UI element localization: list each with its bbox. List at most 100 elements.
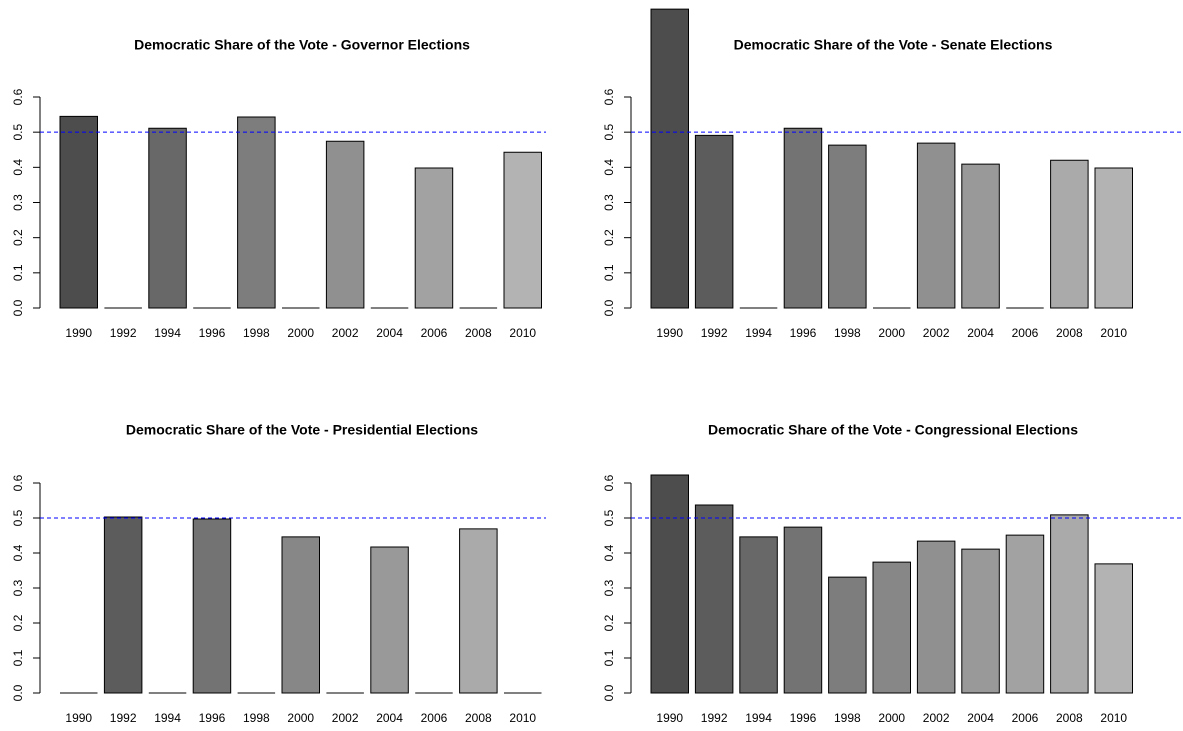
- x-tick-label: 2010: [509, 326, 536, 340]
- y-tick-label: 0.2: [11, 614, 25, 631]
- x-tick-label: 2010: [1100, 326, 1127, 340]
- bar: [1094, 563, 1133, 694]
- x-tick-label: 2002: [923, 711, 950, 725]
- chart-title: Democratic Share of the Vote - Governor …: [134, 37, 470, 53]
- bar: [459, 528, 498, 694]
- y-tick-label: 0.6: [602, 474, 616, 491]
- x-tick-label: 2006: [421, 711, 448, 725]
- x-tick-label: 2000: [878, 711, 905, 725]
- y-tick-label: 0.6: [11, 474, 25, 491]
- y-tick-label: 0.0: [11, 299, 25, 316]
- x-tick-label: 2002: [332, 326, 359, 340]
- x-tick-label: 1996: [199, 711, 226, 725]
- bar: [59, 115, 98, 309]
- x-tick-label: 2004: [376, 326, 403, 340]
- bar: [916, 142, 956, 309]
- bar: [1005, 534, 1045, 694]
- bar: [961, 163, 1000, 309]
- x-tick-label: 2008: [465, 711, 492, 725]
- y-tick-label: 0.3: [11, 194, 25, 211]
- x-tick-label: 2000: [287, 711, 314, 725]
- x-tick-label: 1998: [834, 326, 861, 340]
- x-tick-label: 1994: [745, 711, 772, 725]
- chart-title: Democratic Share of the Vote - Senate El…: [734, 37, 1053, 53]
- x-tick-label: 1998: [243, 326, 270, 340]
- x-tick-label: 1992: [701, 326, 728, 340]
- x-tick-label: 1992: [110, 326, 137, 340]
- x-tick-label: 2000: [878, 326, 905, 340]
- bar: [237, 116, 276, 309]
- chart-title: Democratic Share of the Vote - President…: [126, 422, 478, 438]
- chart-title: Democratic Share of the Vote - Congressi…: [708, 422, 1078, 438]
- x-tick-label: 2006: [1012, 711, 1039, 725]
- y-tick-label: 0.4: [11, 159, 25, 176]
- x-tick-label: 1996: [790, 711, 817, 725]
- y-tick-label: 0.1: [11, 264, 25, 281]
- y-tick-label: 0.1: [602, 649, 616, 666]
- x-tick-label: 1996: [790, 326, 817, 340]
- y-tick-label: 0.0: [602, 684, 616, 701]
- x-tick-label: 2002: [923, 326, 950, 340]
- bar: [828, 144, 867, 309]
- y-tick-label: 0.0: [602, 299, 616, 316]
- bar: [281, 536, 320, 694]
- bar: [414, 167, 454, 309]
- x-tick-label: 1996: [199, 326, 226, 340]
- y-tick-label: 0.2: [11, 229, 25, 246]
- y-tick-label: 0.6: [602, 88, 616, 105]
- x-tick-label: 2010: [1100, 711, 1127, 725]
- bar: [148, 127, 187, 309]
- x-tick-label: 1992: [110, 711, 137, 725]
- bar: [828, 576, 867, 694]
- x-tick-label: 1994: [154, 326, 181, 340]
- bar: [370, 546, 409, 694]
- y-tick-label: 0.2: [602, 229, 616, 246]
- y-tick-label: 0.0: [11, 684, 25, 701]
- x-tick-label: 2008: [1056, 711, 1083, 725]
- y-tick-label: 0.5: [11, 124, 25, 141]
- y-tick-label: 0.4: [602, 159, 616, 176]
- x-tick-label: 1994: [745, 326, 772, 340]
- bar: [503, 151, 542, 309]
- bar: [694, 134, 734, 309]
- y-tick-label: 0.4: [11, 544, 25, 561]
- bar: [650, 8, 689, 309]
- x-tick-label: 1990: [65, 711, 92, 725]
- x-tick-label: 2008: [1056, 326, 1083, 340]
- x-tick-label: 2004: [376, 711, 403, 725]
- bar: [872, 561, 911, 694]
- bar: [694, 504, 734, 694]
- y-tick-label: 0.4: [602, 544, 616, 561]
- x-tick-label: 2004: [967, 326, 994, 340]
- x-tick-label: 1994: [154, 711, 181, 725]
- x-tick-label: 2004: [967, 711, 994, 725]
- x-tick-label: 1990: [656, 326, 683, 340]
- y-tick-label: 0.5: [602, 124, 616, 141]
- bar: [783, 127, 823, 309]
- y-tick-label: 0.2: [602, 614, 616, 631]
- y-tick-label: 0.5: [602, 509, 616, 526]
- y-tick-label: 0.3: [602, 579, 616, 596]
- x-tick-label: 2000: [287, 326, 314, 340]
- bar: [916, 540, 956, 694]
- x-tick-label: 2006: [421, 326, 448, 340]
- bar: [739, 536, 778, 694]
- y-tick-label: 0.5: [11, 509, 25, 526]
- x-tick-label: 1990: [65, 326, 92, 340]
- x-tick-label: 1998: [243, 711, 270, 725]
- bar: [1094, 167, 1133, 309]
- x-tick-label: 1998: [834, 711, 861, 725]
- x-tick-label: 1990: [656, 711, 683, 725]
- bar: [650, 474, 689, 694]
- bar: [1050, 514, 1089, 694]
- y-tick-label: 0.1: [602, 264, 616, 281]
- y-tick-label: 0.1: [11, 649, 25, 666]
- bar: [192, 518, 232, 694]
- x-tick-label: 2008: [465, 326, 492, 340]
- bar: [103, 516, 143, 694]
- bar: [783, 526, 823, 694]
- bar: [325, 140, 365, 309]
- x-tick-label: 2002: [332, 711, 359, 725]
- x-tick-label: 2010: [509, 711, 536, 725]
